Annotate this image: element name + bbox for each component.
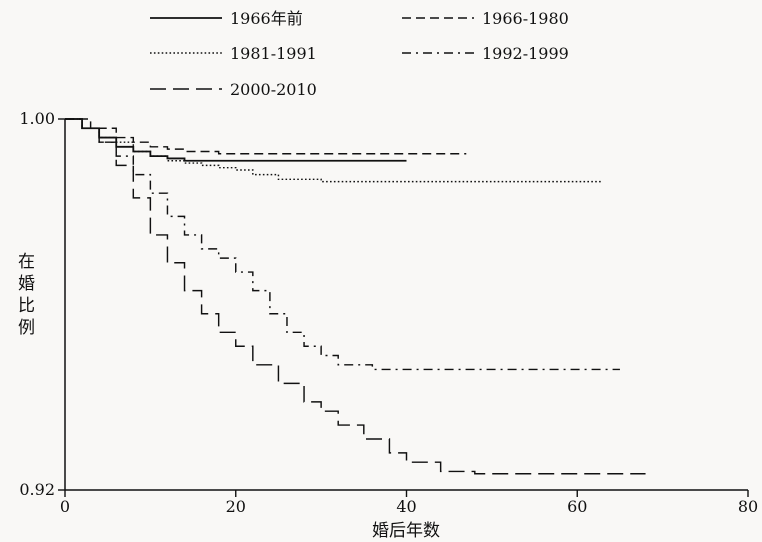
legend-label: 1992-1999 — [482, 44, 569, 63]
x-axis-title: 婚后年数 — [372, 521, 440, 541]
x-axis-ticks: 0 20 40 60 80 — [60, 490, 758, 516]
series-line — [65, 118, 620, 371]
y-axis-ticks: 0.92 1.00 — [19, 109, 65, 499]
legend-label: 1966-1980 — [482, 9, 569, 28]
series-line — [65, 118, 467, 155]
y-tick-label: 0.92 — [19, 480, 55, 499]
x-tick-label: 40 — [396, 497, 416, 516]
legend-label: 1966年前 — [230, 9, 303, 28]
legend-label: 1981-1991 — [230, 44, 317, 63]
y-axis-title-char: 在 — [18, 252, 35, 272]
y-axis-title-char: 婚 — [18, 274, 35, 294]
x-tick-label: 0 — [60, 497, 70, 516]
plot-series — [65, 118, 646, 475]
y-axis-title-char: 例 — [18, 318, 35, 338]
legend-label: 2000-2010 — [230, 80, 317, 99]
y-tick-label: 1.00 — [19, 109, 55, 128]
series-line — [65, 118, 646, 475]
legend: 1966年前 1966-1980 1981-1991 1992-1999 2000-20… — [150, 9, 569, 99]
y-axis-title-char: 比 — [18, 296, 35, 316]
x-tick-label: 80 — [738, 497, 758, 516]
series-line — [65, 118, 603, 183]
y-axis-title: 在婚比例 — [18, 252, 35, 338]
x-tick-label: 20 — [226, 497, 246, 516]
x-tick-label: 60 — [567, 497, 587, 516]
